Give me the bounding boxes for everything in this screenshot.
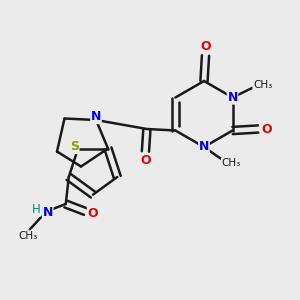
Text: CH₃: CH₃ [19, 231, 38, 241]
Text: CH₃: CH₃ [253, 80, 272, 91]
Text: N: N [227, 91, 238, 104]
Text: N: N [91, 110, 101, 124]
Text: O: O [200, 40, 211, 53]
Text: O: O [87, 206, 98, 220]
Text: S: S [70, 140, 79, 154]
Text: H: H [32, 203, 41, 216]
Text: N: N [43, 206, 53, 219]
Text: CH₃: CH₃ [221, 158, 241, 169]
Text: N: N [199, 140, 209, 154]
Text: O: O [140, 154, 151, 167]
Text: O: O [262, 122, 272, 136]
